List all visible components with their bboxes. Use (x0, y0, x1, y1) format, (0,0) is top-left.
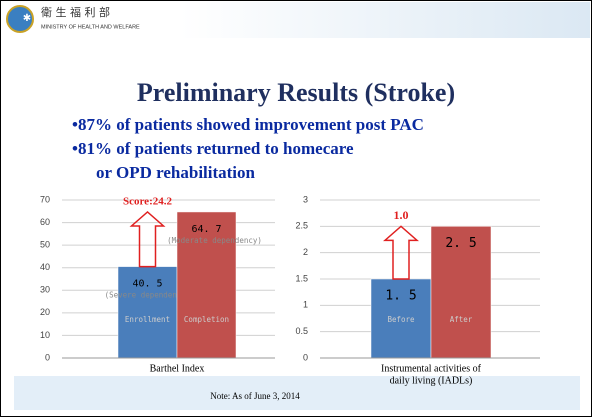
x-label: Instrumental activities of (381, 363, 482, 374)
title: Preliminary Results (Stroke) (137, 78, 455, 107)
note: Note: As of June 3, 2014 (210, 391, 300, 401)
x-label: Barthel Index (150, 363, 205, 374)
bar-note: (Severe dependency) (105, 291, 191, 300)
bar-label: Completion (184, 315, 229, 324)
bullet: or OPD rehabilitation (96, 163, 256, 182)
y-tick-label: 40 (40, 262, 50, 272)
y-tick-label: 0 (45, 352, 50, 362)
logo-mark: ✱ (23, 13, 31, 24)
org-cn: 衛 生 福 利 部 (41, 5, 110, 19)
value-label: 1. 5 (385, 289, 416, 304)
y-tick-label: 2 (303, 247, 308, 257)
y-tick-label: 1 (303, 300, 308, 310)
bar (370, 278, 432, 359)
value-label: 40. 5 (132, 279, 162, 290)
y-tick-label: 1.5 (295, 273, 308, 283)
bullet: •81% of patients returned to homecare (72, 139, 354, 158)
bar-note: (Moderate dependency) (167, 236, 262, 245)
y-tick-label: 60 (40, 217, 50, 227)
bar-label: After (450, 315, 473, 324)
header-band (180, 2, 590, 38)
logo (6, 5, 34, 33)
y-tick-label: 2.5 (295, 221, 308, 231)
y-tick-label: 50 (40, 240, 50, 250)
org-en: MINISTRY OF HEALTH AND WELFARE (41, 24, 140, 30)
bar-label: Before (387, 315, 415, 324)
value-label: 2. 5 (445, 236, 476, 251)
bullet: •87% of patients showed improvement post… (72, 115, 424, 134)
annotation: 1.0 (394, 208, 409, 222)
y-tick-label: 20 (40, 307, 50, 317)
x-label: daily living (IADLs) (390, 375, 473, 386)
y-tick-label: 0 (303, 352, 308, 362)
y-tick-label: 0.5 (295, 326, 308, 336)
value-label: 64. 7 (191, 224, 221, 235)
annotation: Score:24.2 (123, 195, 172, 207)
y-tick-label: 30 (40, 285, 50, 295)
y-tick-label: 3 (303, 194, 308, 204)
y-tick-label: 10 (40, 330, 50, 340)
arrow (383, 225, 419, 280)
bar-label: Enrollment (125, 315, 170, 324)
bar (430, 226, 492, 359)
y-tick-label: 70 (40, 194, 50, 204)
footer-band (14, 376, 580, 410)
arrow (129, 210, 166, 268)
